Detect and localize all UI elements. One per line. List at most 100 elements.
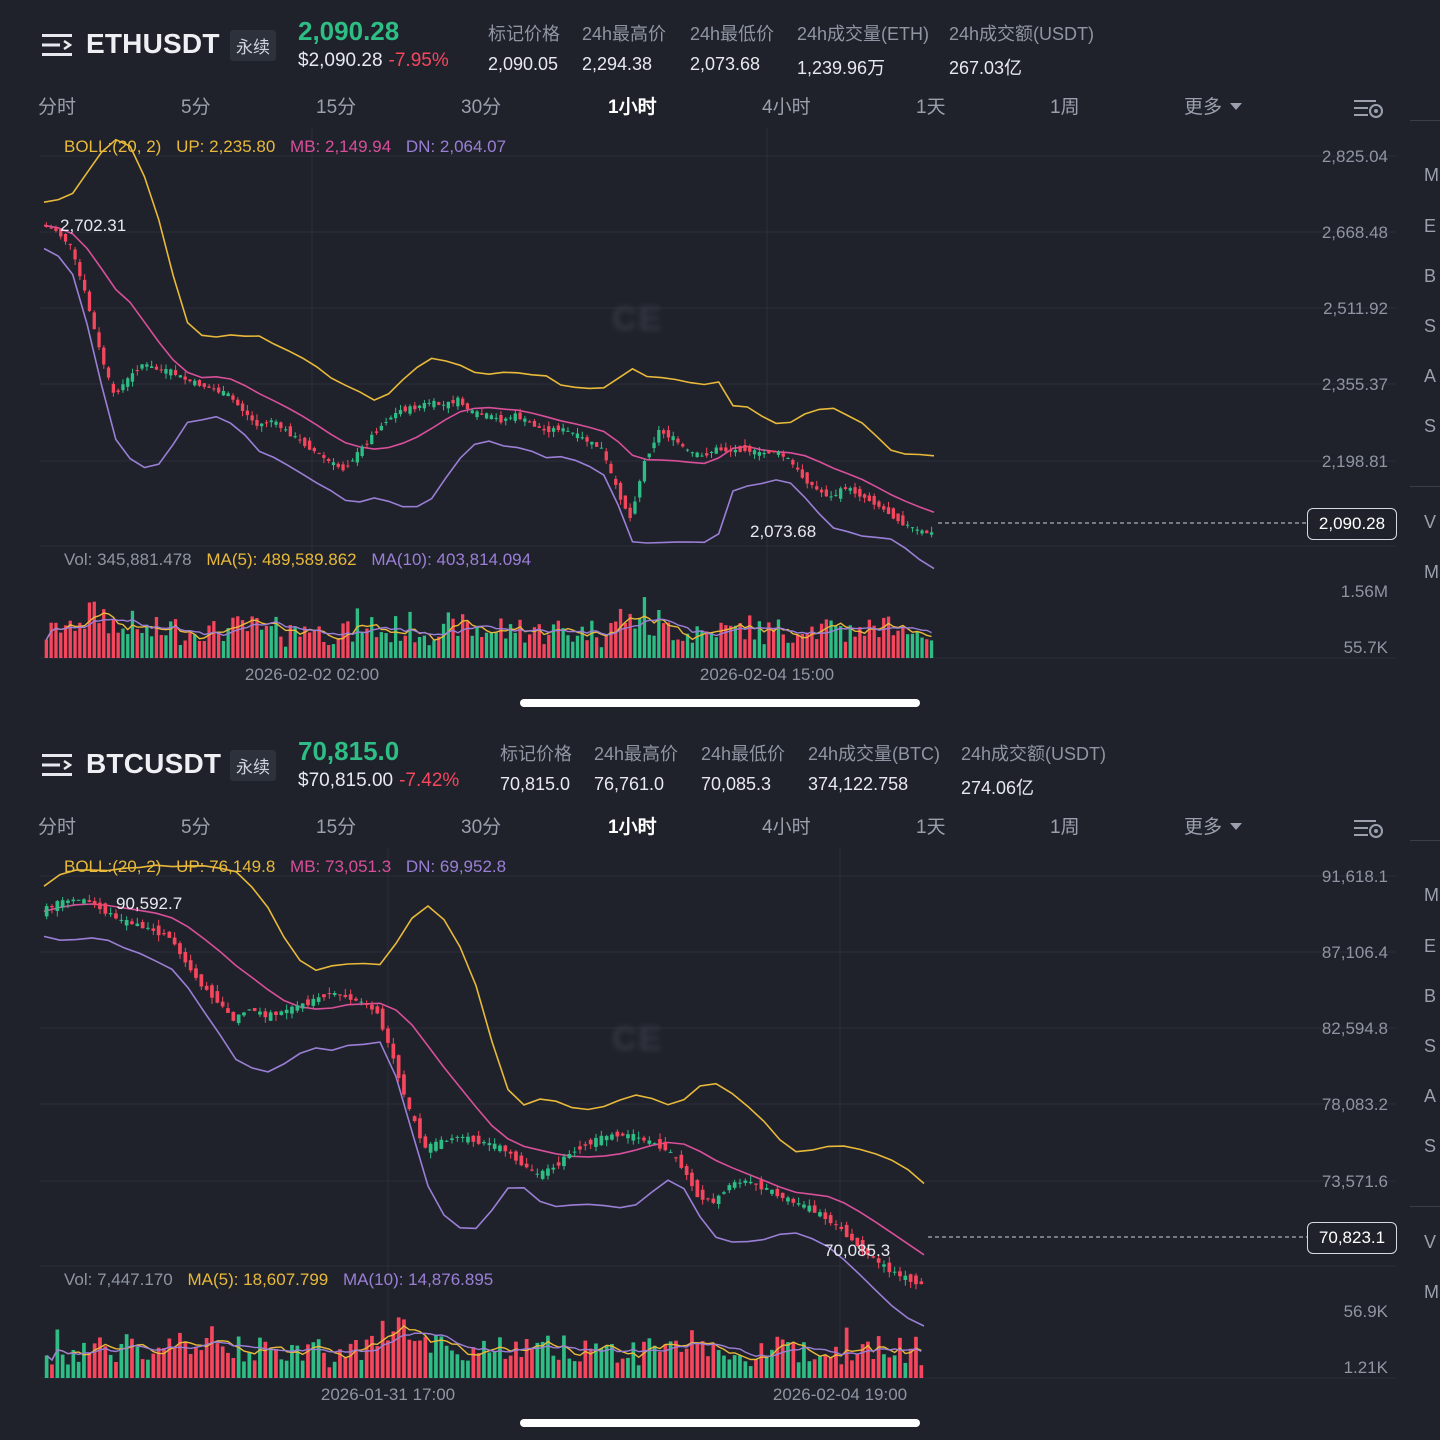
tab-15m[interactable]: 15分 xyxy=(316,817,357,838)
candle-body xyxy=(551,1167,556,1170)
candle-body xyxy=(562,1156,566,1167)
candle-body xyxy=(920,530,924,534)
volume-bar xyxy=(354,1340,358,1378)
tab-4h[interactable]: 4小时 xyxy=(762,817,811,838)
candle-body xyxy=(786,1197,790,1202)
candle-body xyxy=(882,1264,886,1267)
candle-body xyxy=(628,507,632,518)
tab-more[interactable]: 更多 xyxy=(1184,92,1243,119)
volume-bar xyxy=(87,1352,92,1378)
volume-bar xyxy=(743,1361,748,1378)
chart-scrollbar[interactable] xyxy=(520,699,920,707)
volume-bar xyxy=(260,629,264,658)
volume-bar xyxy=(359,1360,364,1378)
menu-icon[interactable] xyxy=(42,32,74,58)
volume-bar xyxy=(709,632,714,658)
tab-1w[interactable]: 1周 xyxy=(1050,97,1080,118)
candle-body xyxy=(786,458,790,459)
candle-body xyxy=(489,415,493,420)
volume-bar xyxy=(583,1340,588,1378)
volume-bar xyxy=(124,1334,129,1378)
tab-5m[interactable]: 5分 xyxy=(181,97,211,118)
candle-body xyxy=(140,364,144,369)
side-panel-letter: S xyxy=(1424,1036,1437,1056)
volume-bar xyxy=(562,1335,566,1378)
volume-bar xyxy=(743,639,747,658)
volume-bar xyxy=(657,610,661,658)
tab-15m[interactable]: 15分 xyxy=(316,97,357,118)
candlestick-chart[interactable] xyxy=(0,128,1400,688)
perpetual-tag: 永续 xyxy=(230,30,276,61)
symbol-name[interactable]: BTCUSDT xyxy=(86,748,222,779)
candle-body xyxy=(348,994,353,1000)
candle-body xyxy=(212,388,216,390)
volume-bar xyxy=(518,619,522,658)
volume-bar xyxy=(508,1355,513,1378)
tab-1d[interactable]: 1天 xyxy=(916,97,946,118)
volume-bar xyxy=(848,625,852,658)
candle-body xyxy=(876,1258,881,1263)
candle-body xyxy=(657,430,661,443)
volume-bar xyxy=(528,634,532,658)
volume-bar xyxy=(504,638,508,658)
tab-30m[interactable]: 30分 xyxy=(461,97,502,118)
volume-bar xyxy=(87,602,92,658)
low-annotation: 2,073.68 xyxy=(750,522,817,541)
candle-body xyxy=(44,906,49,917)
volume-bar xyxy=(886,616,891,658)
candlestick-chart[interactable] xyxy=(0,848,1400,1408)
candle-body xyxy=(312,448,316,452)
candle-body xyxy=(476,1135,481,1144)
volume-bar xyxy=(482,1340,486,1378)
volume-bar xyxy=(551,1355,556,1378)
candle-body xyxy=(690,1172,694,1187)
candle-body xyxy=(106,367,111,378)
candle-body xyxy=(264,422,269,424)
tab-timeline[interactable]: 分时 xyxy=(38,817,77,838)
tab-more[interactable]: 更多 xyxy=(1184,812,1243,839)
candle-body xyxy=(662,430,666,434)
tab-timeline[interactable]: 分时 xyxy=(38,97,77,118)
candle-body xyxy=(92,901,97,906)
chart-settings-icon[interactable] xyxy=(1354,816,1384,840)
candle-body xyxy=(408,406,412,414)
caret-down-icon xyxy=(1230,823,1243,830)
candle-body xyxy=(829,496,833,498)
volume-bar xyxy=(647,1338,652,1378)
candle-body xyxy=(853,487,857,494)
chart-settings-icon[interactable] xyxy=(1354,96,1384,120)
volume-bar xyxy=(896,630,900,658)
symbol-name[interactable]: ETHUSDT xyxy=(86,28,220,59)
candle-body xyxy=(676,438,680,443)
tab-4h[interactable]: 4小时 xyxy=(762,97,811,118)
tab-1d[interactable]: 1天 xyxy=(916,817,946,838)
candle-body xyxy=(610,1134,614,1140)
volume-bar xyxy=(839,626,843,658)
volume-bar xyxy=(59,632,63,658)
tab-1h[interactable]: 1小时 xyxy=(608,97,657,118)
volume-bar xyxy=(862,635,867,658)
volume-bar xyxy=(154,617,159,658)
candle-body xyxy=(685,449,690,451)
volume-bar xyxy=(284,646,288,658)
menu-icon[interactable] xyxy=(42,752,74,778)
candle-body xyxy=(413,405,417,410)
volume-axis-label: 56.9K xyxy=(1343,1302,1388,1321)
candle-body xyxy=(700,1189,705,1200)
tab-1w[interactable]: 1周 xyxy=(1050,817,1080,838)
caret-down-icon xyxy=(1230,103,1243,110)
tab-5m[interactable]: 5分 xyxy=(181,817,211,838)
volume-bar xyxy=(119,1344,124,1378)
stat-label: 标记价格 xyxy=(500,744,572,764)
chart-scrollbar[interactable] xyxy=(520,1419,920,1427)
candle-body xyxy=(575,433,580,439)
tab-1h[interactable]: 1小时 xyxy=(608,817,657,838)
price-change: -7.42% xyxy=(399,770,460,791)
volume-bar xyxy=(914,1336,918,1378)
volume-bar xyxy=(476,1353,481,1378)
volume-bar xyxy=(413,642,417,658)
candle-body xyxy=(802,1204,806,1208)
tab-30m[interactable]: 30分 xyxy=(461,817,502,838)
candle-body xyxy=(439,1139,444,1149)
volume-bar xyxy=(116,632,120,658)
